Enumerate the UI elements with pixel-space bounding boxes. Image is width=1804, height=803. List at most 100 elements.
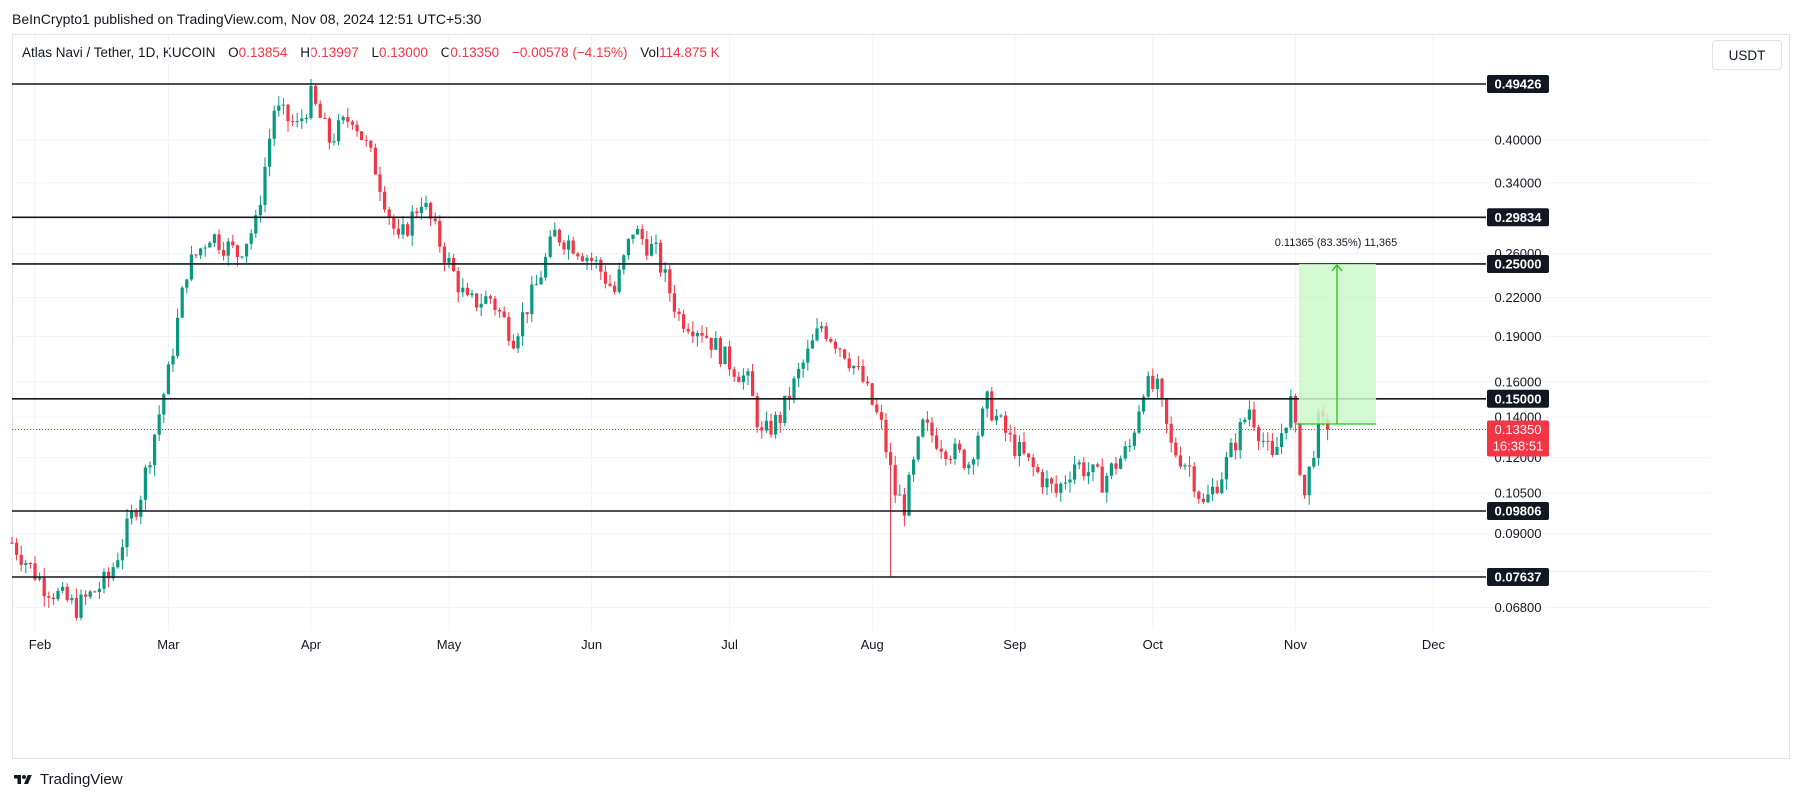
candle-body [571,240,575,254]
candle-body [51,597,55,600]
candle-body [185,279,189,288]
candle-body [1128,445,1132,447]
candle-body [801,362,805,369]
candle-body [594,259,598,261]
candle-body [1192,466,1196,492]
candle-body [1197,491,1201,499]
level-price-tag [1487,389,1549,408]
candle-body [691,331,695,337]
candle-body [84,594,88,597]
candle-body [1142,396,1146,412]
x-axis-tick-label: Nov [1284,637,1308,652]
candle-body [1188,465,1192,467]
candle-body [332,141,336,143]
y-axis-tick-label: 0.10500 [1495,485,1542,500]
candle-body [741,375,745,383]
x-axis-tick-label: Oct [1143,637,1164,652]
publish-info: BeInCrypto1 published on TradingView.com… [12,11,482,27]
candle-body [470,293,474,296]
candle-body [852,365,856,369]
candle-body [318,103,322,118]
candle-body [309,85,313,119]
candle-body [544,256,548,278]
candle-body [534,284,538,286]
chart-frame [12,34,1790,759]
candle-body [1045,478,1049,488]
candle-body [415,211,419,214]
candle-body [769,420,773,435]
candle-body [921,419,925,437]
measure-label: 0.11365 (83.35%) 11,365 [1275,237,1398,249]
candle-body [350,121,354,125]
candle-body [1307,466,1311,496]
candle-body [1215,486,1219,494]
candle-body [599,259,603,272]
candle-body [97,588,101,593]
candle-body [806,348,810,363]
candle-body [15,542,19,555]
candle-body [1077,462,1081,465]
level-price-label: 0.29834 [1495,210,1543,225]
candle-body [61,586,65,591]
candle-body [134,511,138,517]
candle-body [626,238,630,256]
candle-body [304,118,308,120]
candle-body [1013,434,1017,457]
candle-body [410,211,414,236]
candle-body [272,110,276,139]
candle-body [327,118,331,143]
candle-body [199,248,203,256]
candle-body [222,249,226,256]
x-axis-tick-label: May [437,637,462,652]
candle-body [695,332,699,337]
candle-body [1183,465,1187,467]
candle-body [1165,399,1169,424]
candle-body [948,459,952,461]
candle-body [778,414,782,424]
candle-body [277,105,281,111]
candle-body [38,577,42,580]
candle-body [263,166,267,205]
candle-body [1086,472,1090,477]
candle-body [1146,376,1150,397]
candle-body [171,355,175,365]
candle-body [1114,463,1118,469]
candle-body [613,285,617,292]
currency-button[interactable]: USDT [1712,40,1782,70]
candle-body [1160,378,1164,400]
candle-body [907,474,911,516]
candle-body [1054,483,1058,493]
symbol-name[interactable]: Atlas Navi / Tether, 1D, KUCOIN [22,45,216,60]
candle-body [1040,472,1044,488]
candle-body [856,365,860,367]
candle-body [1211,486,1215,495]
candle-body [212,234,216,243]
candle-body [1031,457,1035,468]
candle-body [718,338,722,365]
candle-body [1119,458,1123,469]
candle-body [1174,442,1178,456]
candle-body [521,312,525,337]
candle-body [1096,464,1100,467]
candle-body [1017,441,1021,457]
footer-brand[interactable]: TradingView [12,771,123,788]
candle-body [889,452,893,465]
candle-body [240,256,244,258]
candle-body [1289,395,1293,428]
candle-body [231,241,235,246]
candle-body [254,215,258,234]
candle-body [1151,376,1155,390]
candle-body [622,255,626,270]
candle-body [396,228,400,235]
candle-body [824,326,828,340]
y-axis-tick-label: 0.34000 [1495,175,1542,190]
volume-label: Vol [640,45,660,60]
candle-body [258,204,262,216]
y-axis-tick-label: 0.16000 [1495,374,1542,389]
low-value: 0.13000 [379,45,428,60]
candle-body [1257,427,1261,442]
candle-body [337,120,341,142]
x-axis-tick-label: Jul [721,637,738,652]
candle-body [1178,455,1182,467]
